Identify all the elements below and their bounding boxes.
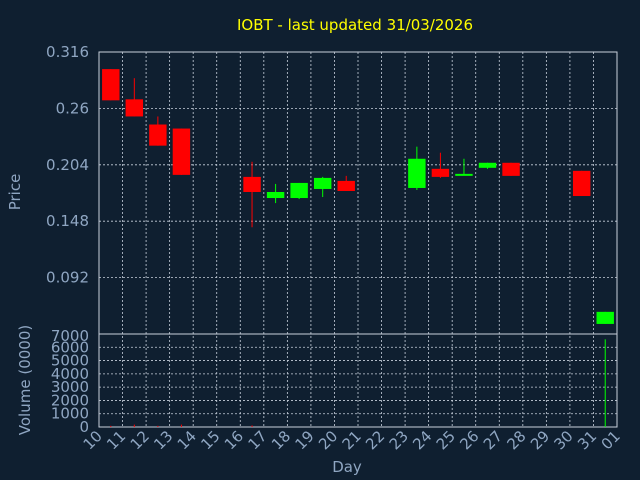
day-tick-label: 23 bbox=[386, 427, 412, 453]
candle-body bbox=[502, 162, 520, 176]
candle-body bbox=[243, 176, 261, 192]
price-tick-label: 0.204 bbox=[46, 156, 89, 174]
day-axis: 1011121314151617181920212223242526272829… bbox=[80, 427, 624, 453]
candle-body bbox=[337, 180, 355, 191]
day-tick-label: 20 bbox=[315, 427, 341, 453]
day-tick-label: 19 bbox=[292, 427, 318, 453]
candle-body bbox=[455, 173, 473, 176]
candle-body bbox=[431, 168, 450, 177]
day-tick-label: 16 bbox=[221, 427, 247, 453]
candle-body bbox=[596, 311, 614, 324]
candle-body bbox=[266, 191, 285, 199]
day-tick-label: 27 bbox=[480, 427, 506, 453]
candle-body bbox=[290, 182, 308, 199]
day-tick-label: 18 bbox=[268, 427, 294, 453]
price-tick-label: 0.148 bbox=[46, 212, 89, 230]
price-tick-label: 0.26 bbox=[56, 99, 89, 117]
day-tick-label: 25 bbox=[433, 427, 459, 453]
candle-body bbox=[149, 124, 167, 146]
candle-body bbox=[313, 177, 332, 189]
volume-tick-label: 7000 bbox=[51, 327, 89, 345]
day-tick-label: 14 bbox=[174, 427, 200, 453]
volume-tick-label: 2000 bbox=[51, 391, 89, 409]
candle-body bbox=[125, 99, 144, 117]
day-tick-label: 11 bbox=[103, 427, 129, 453]
volume-tick-label: 3000 bbox=[51, 378, 89, 396]
candle-body bbox=[102, 69, 120, 101]
price-tick-label: 0.092 bbox=[46, 269, 89, 287]
day-tick-label: 15 bbox=[197, 427, 223, 453]
day-tick-label: 26 bbox=[456, 427, 482, 453]
day-tick-label: 01 bbox=[598, 427, 624, 453]
candle-body bbox=[478, 162, 497, 168]
volume-tick-label: 6000 bbox=[51, 338, 89, 356]
day-tick-label: 30 bbox=[551, 427, 577, 453]
volume-axis-label: Volume (0000) bbox=[16, 325, 34, 435]
day-tick-label: 28 bbox=[503, 427, 529, 453]
day-tick-label: 12 bbox=[127, 427, 153, 453]
day-tick-label: 21 bbox=[339, 427, 365, 453]
day-tick-label: 24 bbox=[409, 427, 435, 453]
candle-body bbox=[172, 128, 191, 175]
y-axis-label: Price bbox=[6, 174, 24, 211]
candle-body bbox=[408, 158, 426, 188]
candles bbox=[102, 69, 614, 324]
volume-tick-label: 5000 bbox=[51, 352, 89, 370]
volume-tick-label: 4000 bbox=[51, 365, 89, 383]
day-tick-label: 17 bbox=[244, 427, 270, 453]
price-axis: 0.316 0.26 0.204 0.148 0.092 bbox=[46, 43, 89, 287]
day-tick-label: 31 bbox=[574, 427, 600, 453]
day-tick-label: 13 bbox=[150, 427, 176, 453]
candle-body bbox=[572, 170, 591, 197]
volume-bars bbox=[110, 339, 606, 427]
day-tick-label: 22 bbox=[362, 427, 388, 453]
price-tick-label: 0.316 bbox=[46, 43, 89, 61]
chart-title: IOBT - last updated 31/03/2026 bbox=[237, 16, 473, 34]
gridlines bbox=[99, 52, 617, 427]
day-tick-label: 29 bbox=[527, 427, 553, 453]
x-axis-label: Day bbox=[332, 458, 362, 476]
volume-tick-label: 1000 bbox=[51, 405, 89, 423]
volume-tick-label: 0 bbox=[79, 418, 89, 436]
